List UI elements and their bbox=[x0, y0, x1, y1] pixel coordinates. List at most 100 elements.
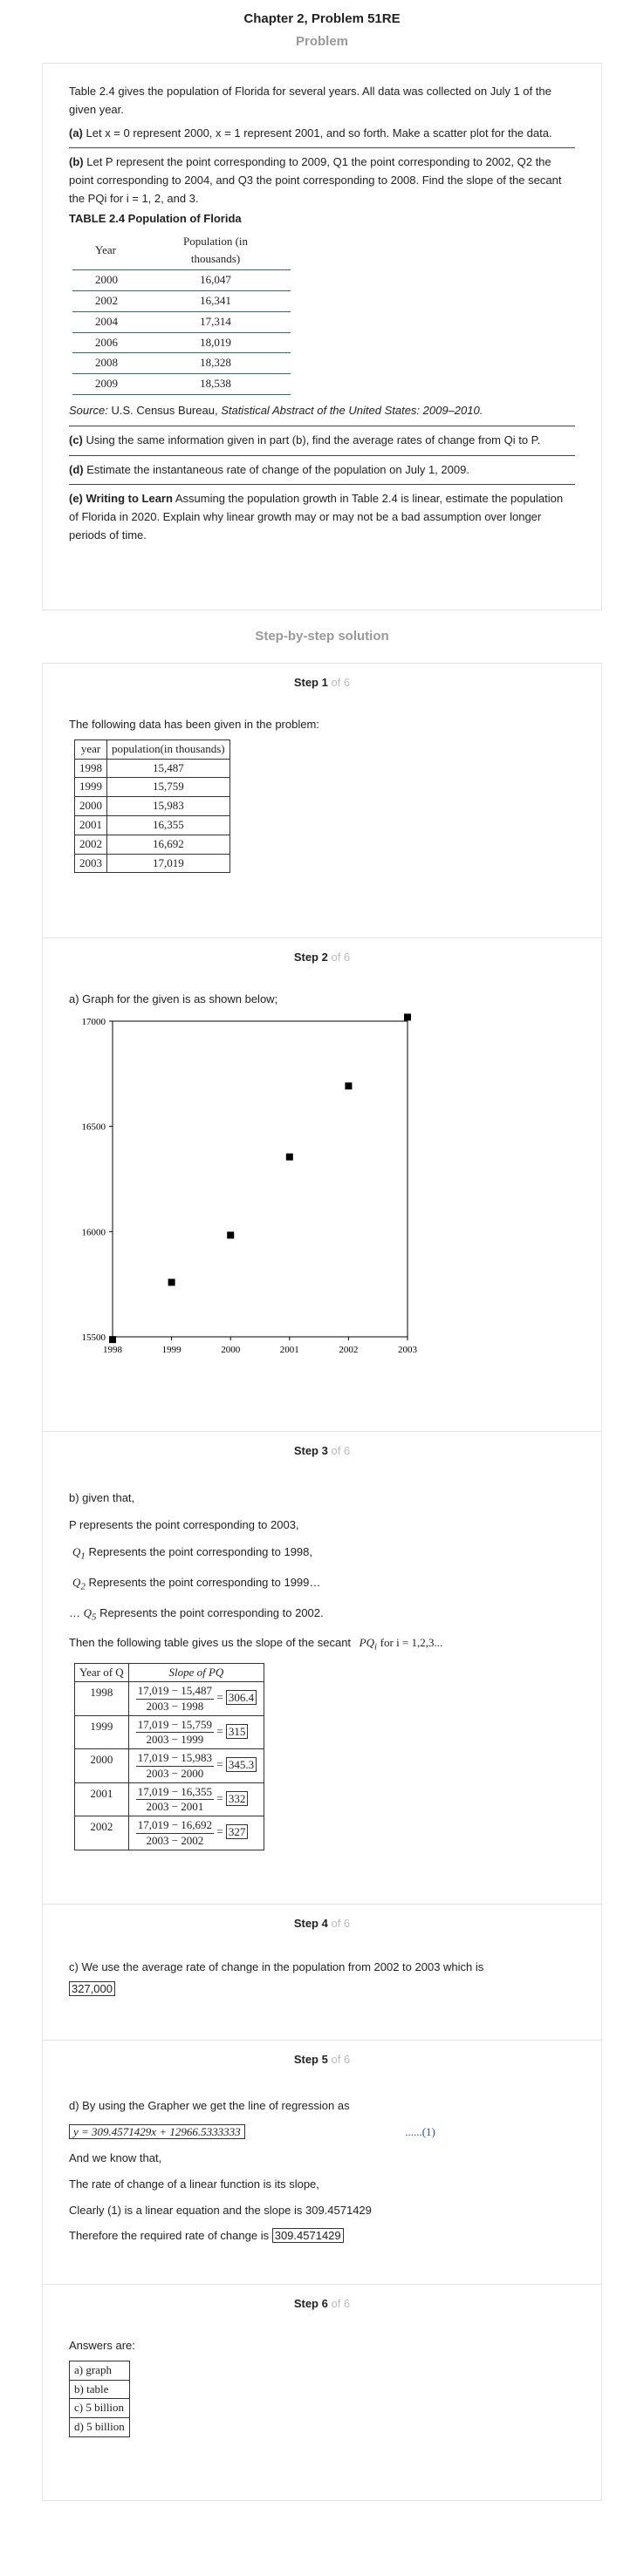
step-6-header: Step 6 of 6 bbox=[293, 2297, 351, 2310]
population-cell: 17,314 bbox=[140, 311, 291, 333]
table-header: Slope of PQ bbox=[127, 1662, 265, 1683]
slope-fraction: 17,019 − 15,759 2003 − 1999 bbox=[135, 1717, 215, 1747]
step-4-answer: 327,000 bbox=[69, 1980, 115, 1996]
table-row: 2000 15,983 bbox=[74, 796, 230, 816]
answer-item: c) 5 billion bbox=[69, 2398, 130, 2419]
year-cell: 2001 bbox=[74, 1782, 129, 1817]
y-tick-label: 16500 bbox=[82, 1121, 106, 1132]
table-row: 2001 17,019 − 16,355 2003 − 2001 = 332 bbox=[74, 1782, 265, 1817]
step-3-line: Q2 Represents the point corresponding to… bbox=[72, 1575, 321, 1592]
slope-cell: 17,019 − 15,487 2003 − 1998 = 306.4 bbox=[127, 1681, 265, 1716]
table-header: Year bbox=[72, 231, 140, 271]
population-cell: 18,328 bbox=[140, 352, 291, 375]
step-5-answer: 309.4571429 bbox=[271, 2228, 344, 2244]
year-cell: 2002 bbox=[72, 290, 140, 312]
year-cell: 1999 bbox=[74, 1714, 129, 1750]
slope-cell: 17,019 − 16,355 2003 − 2001 = 332 bbox=[127, 1782, 265, 1817]
year-cell: 2000 bbox=[74, 1748, 129, 1783]
slope-cell: 17,019 − 16,692 2003 − 2002 = 327 bbox=[127, 1816, 265, 1850]
year-cell: 2000 bbox=[74, 796, 107, 816]
part-b: (b) Let P represent the point correspond… bbox=[69, 155, 562, 205]
year-cell: 1998 bbox=[74, 1681, 129, 1716]
answer-item: a) graph bbox=[69, 2360, 130, 2381]
slope-cell: 17,019 − 15,759 2003 − 1999 = 315 bbox=[127, 1714, 265, 1750]
y-tick-label: 17000 bbox=[82, 1017, 106, 1027]
population-table: Year Population (in thousands) 2000 16,04… bbox=[72, 231, 291, 395]
slope-value: 345.3 bbox=[225, 1757, 257, 1773]
slope-value: 315 bbox=[225, 1723, 249, 1739]
table-title: TABLE 2.4 Population of Florida bbox=[69, 211, 242, 225]
table-row: 1999 17,019 − 15,759 2003 − 1999 = 315 bbox=[74, 1714, 265, 1750]
table-header: year bbox=[74, 739, 107, 760]
step-5-line: And we know that, bbox=[69, 2150, 162, 2164]
step-2-text: a) Graph for the given is as shown below… bbox=[69, 992, 278, 1005]
year-cell: 2001 bbox=[74, 814, 107, 835]
year-cell: 2002 bbox=[74, 1816, 129, 1850]
step-2-header: Step 2 of 6 bbox=[293, 951, 351, 964]
slope-fraction: 17,019 − 16,692 2003 − 2002 bbox=[135, 1818, 215, 1847]
data-table: year population(in thousands) 1998 15,487… bbox=[74, 739, 230, 874]
step-3-line: … Q5 Represents the point corresponding … bbox=[69, 1605, 324, 1623]
population-cell: 16,341 bbox=[140, 290, 291, 312]
table-row: 2004 17,314 bbox=[72, 311, 291, 333]
step-5-line: d) By using the Grapher we get the line … bbox=[69, 2099, 350, 2112]
data-point bbox=[345, 1082, 353, 1090]
regression-equation: y = 309.4571429x + 12966.5333333 bbox=[69, 2123, 245, 2139]
population-cell: 15,983 bbox=[106, 796, 230, 816]
table-row: 2001 16,355 bbox=[74, 814, 230, 835]
step-3-line: Q1 Represents the point corresponding to… bbox=[72, 1545, 312, 1562]
problem-intro: Table 2.4 gives the population of Florid… bbox=[69, 85, 552, 116]
data-point bbox=[404, 1013, 411, 1021]
x-tick-label: 2001 bbox=[280, 1345, 299, 1355]
step-3-line: Then the following table gives us the sl… bbox=[69, 1636, 443, 1653]
x-tick-label: 2000 bbox=[221, 1345, 241, 1355]
step-5: Step 5 of 6 d) By using the Grapher we g… bbox=[42, 2041, 602, 2285]
problem-card: Table 2.4 gives the population of Florid… bbox=[42, 63, 602, 610]
table-header: Year of Q bbox=[74, 1662, 129, 1683]
year-cell: 2003 bbox=[74, 853, 107, 874]
population-cell: 18,538 bbox=[140, 373, 291, 395]
part-c: (c) Using the same information given in … bbox=[69, 433, 541, 446]
step-5-line: Therefore the required rate of change is… bbox=[69, 2223, 575, 2249]
slope-table: Year of Q Slope of PQ 1998 17,019 − 15,48… bbox=[74, 1662, 265, 1850]
year-cell: 2006 bbox=[72, 332, 140, 354]
step-1-header: Step 1 of 6 bbox=[293, 676, 351, 689]
plot-area bbox=[112, 1020, 408, 1338]
problem-section-label: Problem bbox=[295, 34, 348, 49]
table-header: Population (in thousands) bbox=[140, 231, 291, 271]
slope-fraction: 17,019 − 15,487 2003 − 1998 bbox=[135, 1684, 215, 1713]
step-6-text: Answers are: bbox=[69, 2339, 135, 2352]
step-4-text: c) We use the average rate of change in … bbox=[69, 1960, 484, 1996]
table-row: 2002 16,341 bbox=[72, 290, 291, 312]
data-point bbox=[227, 1231, 235, 1239]
slope-cell: 17,019 − 15,983 2003 − 2000 = 345.3 bbox=[127, 1748, 265, 1783]
step-6: Step 6 of 6 Answers are: a) graph b) tab… bbox=[42, 2285, 602, 2501]
y-tick-label: 16000 bbox=[82, 1227, 106, 1237]
y-tick-label: 15500 bbox=[82, 1332, 106, 1343]
table-row: 2000 17,019 − 15,983 2003 − 2000 = 345.3 bbox=[74, 1748, 265, 1783]
year-cell: 1999 bbox=[74, 777, 107, 798]
year-cell: 2000 bbox=[72, 269, 140, 291]
part-d: (d) Estimate the instantaneous rate of c… bbox=[69, 462, 469, 476]
table-row: 2006 18,019 bbox=[72, 332, 291, 354]
population-cell: 15,759 bbox=[106, 777, 230, 798]
table-header: population(in thousands) bbox=[106, 739, 230, 760]
step-5-header: Step 5 of 6 bbox=[293, 2053, 351, 2066]
year-cell: 2009 bbox=[72, 373, 140, 395]
table-row: 2003 17,019 bbox=[74, 853, 230, 874]
page-title: Chapter 2, Problem 51RE bbox=[243, 11, 401, 26]
step-4: Step 4 of 6 c) We use the average rate o… bbox=[42, 1905, 602, 2041]
slope-value: 306.4 bbox=[225, 1690, 257, 1706]
table-row: 2008 18,328 bbox=[72, 352, 291, 375]
population-cell: 17,019 bbox=[106, 853, 230, 874]
population-cell: 16,355 bbox=[106, 814, 230, 835]
answer-item: b) table bbox=[69, 2379, 130, 2400]
population-cell: 18,019 bbox=[140, 332, 291, 354]
data-point bbox=[168, 1278, 175, 1286]
data-point bbox=[109, 1335, 116, 1343]
step-3-line: b) given that, bbox=[69, 1491, 135, 1504]
x-tick-label: 1998 bbox=[103, 1345, 123, 1355]
step-1-text: The following data has been given in the… bbox=[69, 718, 319, 731]
step-3: Step 3 of 6 b) given that, P represents … bbox=[42, 1432, 602, 1905]
x-tick-label: 2003 bbox=[398, 1345, 418, 1355]
